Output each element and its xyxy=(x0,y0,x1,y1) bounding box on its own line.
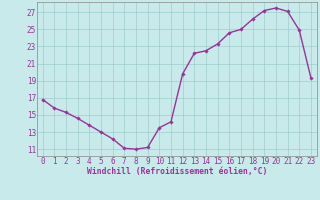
X-axis label: Windchill (Refroidissement éolien,°C): Windchill (Refroidissement éolien,°C) xyxy=(87,167,267,176)
